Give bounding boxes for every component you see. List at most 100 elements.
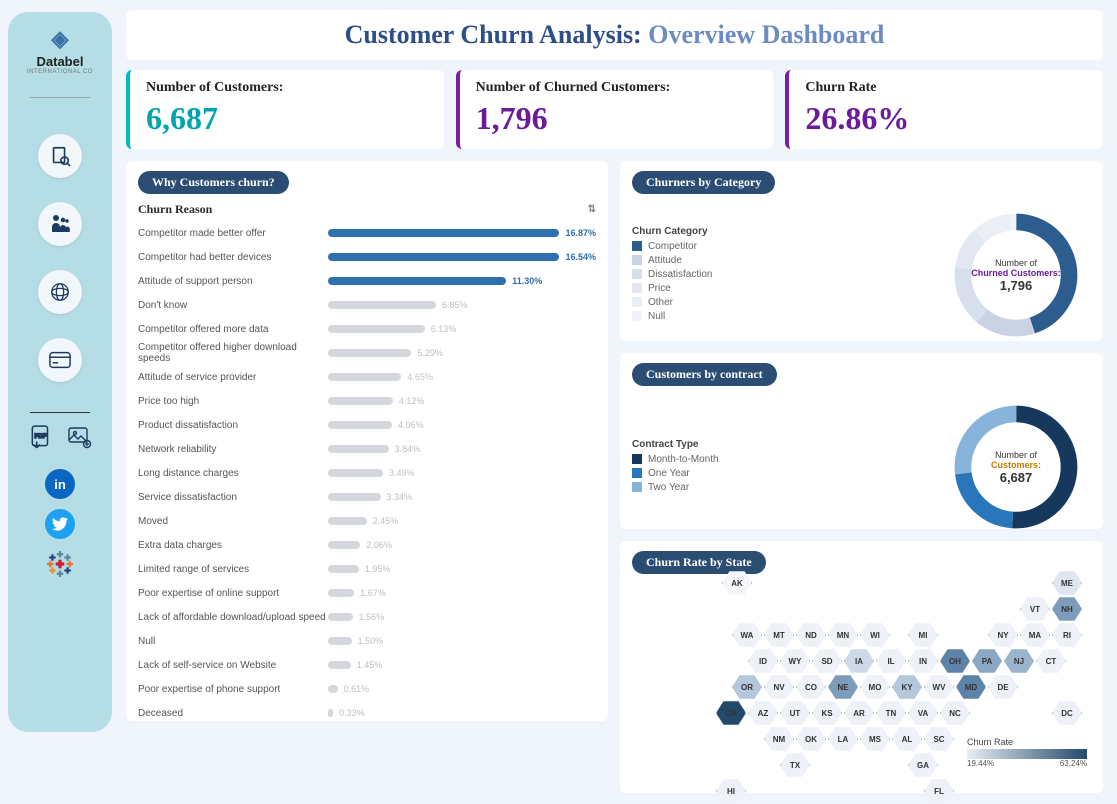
state-hex-wi[interactable]: WI (860, 622, 890, 648)
reason-pct: 16.87% (565, 228, 596, 238)
state-hex-ok[interactable]: OK (796, 726, 826, 752)
state-hex-nd[interactable]: ND (796, 622, 826, 648)
state-hex-ga[interactable]: GA (908, 752, 938, 778)
reason-row[interactable]: Attitude of support person11.30% (138, 269, 596, 293)
tableau-icon[interactable] (45, 549, 75, 579)
state-hex-vt[interactable]: VT (1020, 596, 1050, 622)
state-hex-mo[interactable]: MO (860, 674, 890, 700)
reason-row[interactable]: Extra data charges2.06% (138, 533, 596, 557)
state-hex-fl[interactable]: FL (924, 778, 954, 804)
nav-customers-icon[interactable] (38, 202, 82, 246)
state-hex-md[interactable]: MD (956, 674, 986, 700)
state-hex-ks[interactable]: KS (812, 700, 842, 726)
state-hex-de[interactable]: DE (988, 674, 1018, 700)
state-hex-la[interactable]: LA (828, 726, 858, 752)
reason-row[interactable]: Competitor had better devices16.54% (138, 245, 596, 269)
reason-row[interactable]: Network reliability3.84% (138, 437, 596, 461)
legend-item[interactable]: Two Year (632, 482, 719, 493)
state-hex-mt[interactable]: MT (764, 622, 794, 648)
reason-pct: 2.45% (373, 516, 399, 526)
state-hex-tn[interactable]: TN (876, 700, 906, 726)
reason-row[interactable]: Price too high4.12% (138, 389, 596, 413)
linkedin-icon[interactable]: in (45, 469, 75, 499)
reason-row[interactable]: Competitor made better offer16.87% (138, 221, 596, 245)
reason-row[interactable]: Long distance charges3.49% (138, 461, 596, 485)
reason-row[interactable]: Competitor offered more data6.13% (138, 317, 596, 341)
state-hex-ne[interactable]: NE (828, 674, 858, 700)
twitter-icon[interactable] (45, 509, 75, 539)
state-hex-mi[interactable]: MI (908, 622, 938, 648)
state-hex-ar[interactable]: AR (844, 700, 874, 726)
state-hex-il[interactable]: IL (876, 648, 906, 674)
state-hex-sc[interactable]: SC (924, 726, 954, 752)
reason-row[interactable]: Deceased0.33% (138, 701, 596, 725)
export-image-icon[interactable] (65, 423, 93, 451)
reason-row[interactable]: Lack of self-service on Website1.45% (138, 653, 596, 677)
state-hex-ms[interactable]: MS (860, 726, 890, 752)
nav-billing-icon[interactable] (38, 338, 82, 382)
state-hex-wy[interactable]: WY (780, 648, 810, 674)
state-hex-ut[interactable]: UT (780, 700, 810, 726)
state-hex-ky[interactable]: KY (892, 674, 922, 700)
state-hex-mn[interactable]: MN (828, 622, 858, 648)
state-hex-nj[interactable]: NJ (1004, 648, 1034, 674)
state-hex-in[interactable]: IN (908, 648, 938, 674)
state-hex-wa[interactable]: WA (732, 622, 762, 648)
state-hex-nc[interactable]: NC (940, 700, 970, 726)
reason-row[interactable]: Service dissatisfaction3.34% (138, 485, 596, 509)
reason-row[interactable]: Attitude of service provider4.65% (138, 365, 596, 389)
state-hex-az[interactable]: AZ (748, 700, 778, 726)
state-hex-ak[interactable]: AK (722, 570, 752, 596)
state-hex-hi[interactable]: HI (716, 778, 746, 804)
reason-row[interactable]: Lack of affordable download/upload speed… (138, 605, 596, 629)
state-hex-va[interactable]: VA (908, 700, 938, 726)
state-hex-co[interactable]: CO (796, 674, 826, 700)
state-hex-nv[interactable]: NV (764, 674, 794, 700)
reason-row[interactable]: Competitor offered higher download speed… (138, 341, 596, 365)
legend-item[interactable]: Dissatisfaction (632, 269, 712, 280)
reason-row[interactable]: Moved2.45% (138, 509, 596, 533)
state-hex-wv[interactable]: WV (924, 674, 954, 700)
state-hex-ri[interactable]: RI (1052, 622, 1082, 648)
state-hex-nm[interactable]: NM (764, 726, 794, 752)
page-title: Customer Churn Analysis: Overview Dashbo… (144, 20, 1085, 50)
reason-label: Lack of self-service on Website (138, 660, 328, 671)
state-hex-id[interactable]: ID (748, 648, 778, 674)
export-pdf-icon[interactable]: PDF (27, 423, 55, 451)
kpi-value: 6,687 (146, 100, 428, 137)
state-hex-me[interactable]: ME (1052, 570, 1082, 596)
legend-item[interactable]: Other (632, 297, 712, 308)
state-hex-ny[interactable]: NY (988, 622, 1018, 648)
state-hex-ma[interactable]: MA (1020, 622, 1050, 648)
state-hex-tx[interactable]: TX (780, 752, 810, 778)
legend-item[interactable]: Price (632, 283, 712, 294)
reason-row[interactable]: Product dissatisfaction4.06% (138, 413, 596, 437)
nav-overview-icon[interactable] (38, 134, 82, 178)
reason-pct: 0.33% (339, 708, 365, 718)
legend-item[interactable]: One Year (632, 468, 719, 479)
sort-icon[interactable]: ⇅ (588, 204, 596, 215)
state-hex-nh[interactable]: NH (1052, 596, 1082, 622)
legend-item[interactable]: Attitude (632, 255, 712, 266)
state-hex-pa[interactable]: PA (972, 648, 1002, 674)
reason-row[interactable]: Don't know6.85% (138, 293, 596, 317)
state-hex-or[interactable]: OR (732, 674, 762, 700)
reason-pct: 16.54% (565, 252, 596, 262)
reason-row[interactable]: Null1.50% (138, 629, 596, 653)
state-hex-ia[interactable]: IA (844, 648, 874, 674)
reason-row[interactable]: Poor expertise of online support1.67% (138, 581, 596, 605)
legend-item[interactable]: Null (632, 311, 712, 322)
reason-bar (328, 661, 351, 669)
state-hex-dc[interactable]: DC (1052, 700, 1082, 726)
state-hex-al[interactable]: AL (892, 726, 922, 752)
state-hex-ca[interactable]: CA (716, 700, 746, 726)
legend-item[interactable]: Month-to-Month (632, 454, 719, 465)
reason-row[interactable]: Poor expertise of phone support0.61% (138, 677, 596, 701)
legend-item[interactable]: Competitor (632, 241, 712, 252)
state-hex-ct[interactable]: CT (1036, 648, 1066, 674)
state-hex-sd[interactable]: SD (812, 648, 842, 674)
state-hex-oh[interactable]: OH (940, 648, 970, 674)
reason-bar (328, 613, 353, 621)
reason-row[interactable]: Limited range of services1.95% (138, 557, 596, 581)
nav-network-icon[interactable] (38, 270, 82, 314)
